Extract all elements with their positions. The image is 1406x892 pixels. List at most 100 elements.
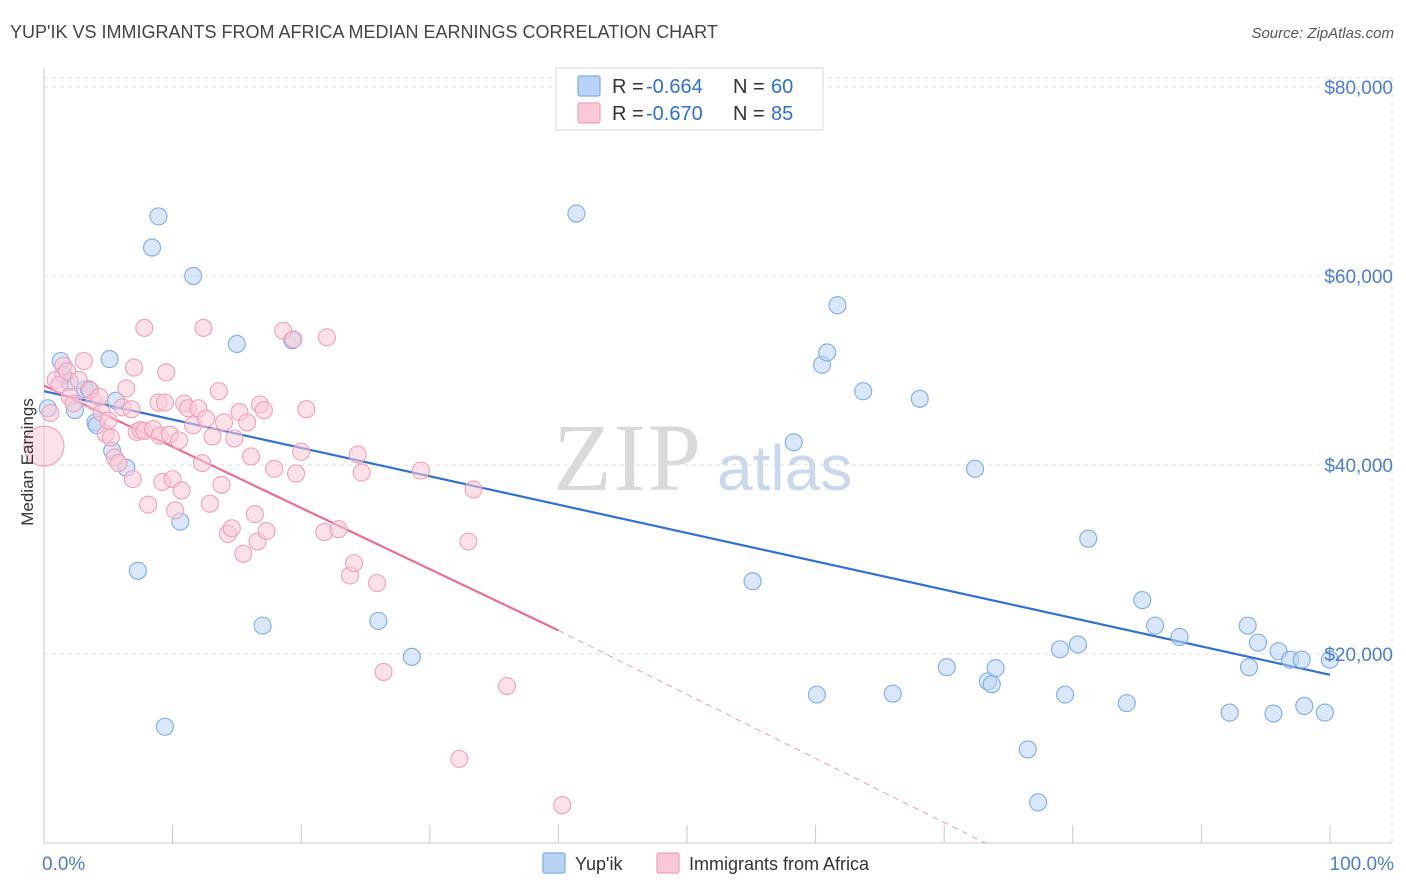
point-yupik-25 [743, 572, 762, 591]
y-tick-label-1: $40,000 [1324, 456, 1393, 477]
point-africa-31 [155, 393, 174, 412]
point-yupik-31 [854, 382, 873, 401]
data-points [23, 204, 1340, 815]
point-africa-35 [166, 501, 185, 520]
point-africa-8 [69, 370, 88, 389]
point-yupik-26 [784, 433, 803, 452]
point-yupik-44 [1079, 529, 1098, 548]
watermark-atlas: atlas [717, 432, 852, 504]
point-yupik-53 [1264, 704, 1283, 723]
chart-source: Source: ZipAtlas.com [1251, 25, 1394, 42]
stats-legend-r-value-yupik: -0.664 [646, 76, 703, 98]
trend-line-yupik [43, 390, 1331, 676]
point-yupik-30 [828, 296, 847, 315]
series-legend-swatch-africa [656, 852, 680, 874]
point-africa-19 [117, 379, 136, 398]
point-africa-12 [90, 387, 109, 406]
point-africa-7 [64, 394, 83, 413]
point-yupik-41 [1050, 640, 1069, 659]
point-yupik-32 [883, 684, 902, 703]
point-yupik-35 [966, 459, 985, 478]
stats-legend-r-label-yupik: R = [612, 76, 644, 98]
point-africa-73 [348, 445, 367, 464]
point-yupik-39 [1018, 740, 1037, 759]
watermark: ZIP atlas [553, 404, 852, 511]
point-africa-69 [317, 328, 336, 347]
series-legend-swatch-yupik [542, 852, 566, 874]
point-africa-1 [41, 403, 60, 423]
point-africa-79 [459, 532, 478, 551]
point-africa-77 [411, 461, 430, 480]
point-africa-60 [254, 401, 273, 420]
y-tick-label-0: $20,000 [1324, 645, 1393, 666]
point-africa-32 [157, 363, 176, 382]
point-africa-64 [284, 330, 303, 349]
point-africa-36 [169, 431, 189, 450]
point-africa-56 [241, 447, 261, 466]
stats-legend-n-label-yupik: N = [733, 76, 765, 98]
point-africa-43 [194, 318, 213, 337]
point-africa-3 [50, 375, 69, 394]
point-yupik-22 [369, 611, 388, 630]
point-yupik-43 [1068, 635, 1087, 654]
point-africa-61 [257, 522, 276, 541]
point-africa-51 [222, 519, 241, 538]
point-africa-17 [109, 454, 128, 473]
point-africa-46 [203, 427, 222, 446]
trend-line-africa [43, 384, 559, 632]
point-africa-49 [214, 413, 234, 432]
point-yupik-40 [1029, 793, 1048, 812]
stats-legend-n-value-africa: 85 [771, 103, 793, 125]
point-africa-55 [238, 413, 257, 432]
point-africa-62 [265, 459, 284, 478]
point-yupik-20 [253, 616, 272, 635]
watermark-zip: ZIP [553, 404, 703, 511]
point-yupik-38 [986, 659, 1005, 678]
point-yupik-33 [910, 389, 929, 408]
stats-legend-swatch-africa [577, 102, 601, 124]
point-africa-65 [287, 464, 306, 483]
y-tick-labels: $20,000 $40,000 $60,000 $80,000 [1324, 78, 1393, 666]
point-africa-54 [234, 544, 253, 563]
point-africa-52 [225, 429, 244, 448]
point-africa-66 [292, 442, 311, 461]
point-yupik-24 [567, 204, 586, 223]
point-yupik-34 [937, 658, 956, 677]
point-yupik-19 [227, 334, 246, 354]
point-africa-45 [200, 494, 219, 513]
point-yupik-56 [1292, 650, 1311, 669]
point-africa-26 [139, 495, 158, 514]
y-tick-label-2: $60,000 [1324, 267, 1393, 288]
series-legend-label-yupik: Yup'ik [575, 854, 623, 874]
point-yupik-49 [1220, 703, 1239, 722]
point-yupik-42 [1056, 685, 1075, 704]
point-yupik-16 [155, 717, 174, 736]
chart-title: YUP'IK VS IMMIGRANTS FROM AFRICA MEDIAN … [10, 22, 718, 42]
point-africa-81 [497, 677, 517, 696]
point-yupik-46 [1133, 591, 1152, 610]
point-africa-21 [123, 470, 142, 489]
point-africa-9 [74, 351, 93, 371]
point-africa-15 [101, 428, 120, 447]
point-yupik-45 [1117, 694, 1136, 713]
stats-legend-r-value-africa: -0.670 [646, 103, 703, 125]
series-legend: Yup'ik Immigrants from Africa [542, 852, 870, 874]
point-yupik-48 [1170, 627, 1189, 647]
point-africa-57 [245, 505, 264, 524]
point-africa-78 [450, 749, 469, 768]
point-africa-22 [124, 358, 144, 377]
point-yupik-23 [402, 647, 421, 666]
point-yupik-37 [982, 675, 1001, 694]
y-tick-label-3: $80,000 [1324, 78, 1393, 99]
x-tick-label-min: 0.0% [42, 854, 85, 875]
point-africa-47 [209, 382, 228, 401]
stats-legend-swatch-yupik [577, 75, 601, 97]
point-africa-74 [352, 463, 371, 482]
y-axis-label: Median Earnings [18, 398, 37, 526]
point-africa-48 [212, 475, 231, 494]
point-africa-76 [374, 662, 393, 681]
point-yupik-52 [1248, 633, 1268, 652]
point-africa-84 [135, 318, 154, 337]
x-tick-label-max: 100.0% [1330, 854, 1395, 875]
